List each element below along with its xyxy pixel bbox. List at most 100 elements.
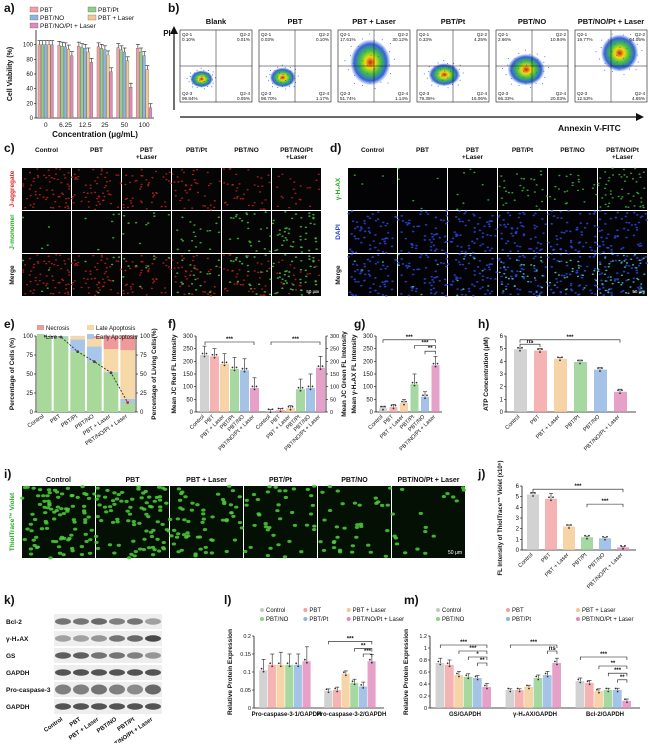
cell-signal: [363, 237, 366, 239]
data-point: [334, 688, 336, 690]
cell-signal: [83, 518, 87, 521]
cell-signal: [266, 227, 268, 229]
label-line: 20.03%: [550, 96, 566, 101]
cell-signal: [45, 494, 49, 497]
cell-signal: [355, 251, 358, 253]
cell-signal: [65, 284, 67, 286]
cell-signal: [530, 281, 533, 283]
cell-signal: [366, 216, 369, 218]
event-point: [603, 53, 604, 54]
cell-signal: [433, 244, 436, 246]
cell-signal: [604, 213, 607, 215]
cell-signal: [626, 255, 629, 257]
event-point: [633, 49, 634, 50]
cell-signal: [308, 212, 310, 214]
event-point: [277, 87, 278, 88]
cell-signal: [38, 503, 42, 506]
cell-signal: [505, 277, 507, 279]
protein-band: [73, 703, 89, 709]
cell-signal: [108, 505, 112, 508]
cell-signal: [546, 195, 548, 197]
cell-signal: [279, 229, 281, 231]
label-line: +Laser: [136, 154, 158, 161]
cell-signal: [295, 289, 297, 291]
cell-signal: [291, 260, 293, 262]
column-title: PBT: [126, 477, 141, 484]
band-label: Bcl-2: [6, 619, 22, 626]
y2-axis-label: Mean JC Green FL Intensity: [341, 331, 348, 417]
cell-signal: [112, 214, 114, 216]
cell-signal: [105, 271, 107, 273]
cell-signal: [185, 271, 187, 273]
cell-signal: [30, 184, 32, 186]
cell-signal: [328, 485, 332, 488]
cell-signal: [41, 494, 45, 497]
cell-signal: [181, 169, 183, 171]
cell-signal: [489, 278, 492, 280]
cell-signal: [288, 276, 290, 278]
data-point: [312, 386, 314, 388]
cell-signal: [76, 178, 78, 180]
cell-signal: [22, 271, 24, 273]
cell-signal: [565, 230, 568, 232]
cell-signal: [584, 270, 587, 272]
cell-signal: [468, 263, 471, 265]
column-title: Control: [35, 147, 58, 154]
cell-signal: [499, 267, 502, 269]
cell-signal: [599, 263, 601, 265]
cell-signal: [71, 505, 75, 508]
protein-band: [55, 618, 71, 624]
cell-signal: [471, 241, 474, 243]
cell-signal: [139, 243, 141, 245]
cell-signal: [412, 231, 415, 233]
cell-signal: [67, 283, 69, 285]
cell-signal: [254, 202, 256, 204]
y2-tick-label: 0: [140, 410, 144, 416]
event-point: [213, 71, 214, 72]
cell-signal: [374, 502, 378, 505]
bar: [117, 48, 120, 118]
legend-swatch: [37, 334, 44, 339]
cell-signal: [24, 293, 26, 295]
cell-signal: [238, 269, 240, 271]
cell-signal: [315, 241, 317, 243]
bar: [506, 690, 515, 708]
cell-signal: [193, 256, 195, 258]
cell-signal: [51, 189, 53, 191]
cell-signal: [237, 196, 239, 198]
cell-signal: [49, 267, 51, 269]
cell-signal: [238, 521, 242, 524]
cell-signal: [454, 499, 458, 502]
cell-signal: [306, 273, 308, 275]
cell-signal: [623, 271, 626, 273]
cell-signal: [469, 255, 471, 257]
cell-signal: [102, 278, 104, 280]
cell-signal: [381, 238, 384, 240]
cell-signal: [585, 285, 588, 287]
cell-signal: [623, 255, 625, 257]
cell-signal: [570, 283, 573, 285]
cell-signal: [42, 500, 46, 503]
cell-signal: [318, 540, 322, 543]
cell-signal: [178, 499, 182, 502]
data-point: [212, 354, 214, 356]
cell-signal: [74, 264, 76, 266]
cell-signal: [227, 269, 229, 271]
cell-signal: [487, 285, 489, 287]
micrograph: [448, 168, 497, 210]
cell-signal: [88, 206, 90, 208]
cell-signal: [290, 511, 294, 514]
data-point: [268, 408, 270, 410]
data-point: [568, 527, 570, 529]
cell-signal: [300, 226, 302, 228]
x-tick-label: PBT/NO/Pt + Laser: [583, 414, 621, 452]
cell-signal: [58, 292, 60, 294]
event-point: [350, 55, 351, 56]
cell-signal: [465, 254, 468, 256]
cell-signal: [377, 249, 380, 251]
bar: [482, 687, 491, 708]
cell-signal: [464, 251, 467, 253]
event-point: [196, 78, 197, 79]
cell-signal: [57, 545, 61, 548]
cell-signal: [523, 233, 526, 235]
